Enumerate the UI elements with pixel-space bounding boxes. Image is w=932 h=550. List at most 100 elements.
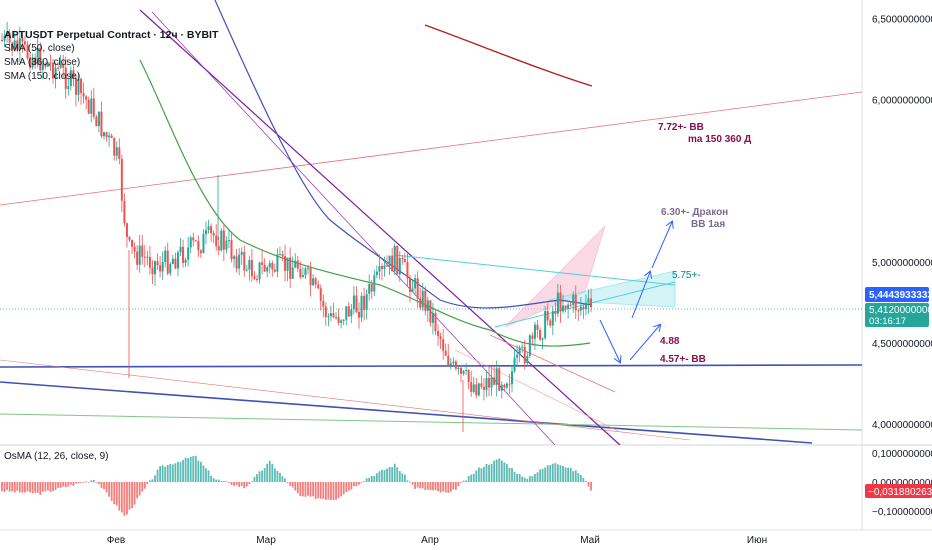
candle-body (222, 230, 225, 250)
osma-bar (442, 482, 445, 492)
osma-bar (253, 476, 256, 482)
osma-bar (579, 475, 582, 482)
candle-body (253, 276, 256, 280)
candle-body (54, 67, 57, 79)
osma-bar (3, 482, 6, 492)
candle-body (337, 316, 340, 323)
candle-body (567, 304, 570, 309)
candle-body (141, 245, 144, 257)
candle-body (523, 346, 526, 364)
candle-body (273, 269, 276, 272)
candle-body (284, 256, 287, 271)
legend-osma[interactable]: OsMA (12, 26, close, 9) (4, 451, 109, 462)
osma-bar (340, 482, 343, 497)
osma-bar (528, 476, 531, 482)
osma-bar (156, 469, 159, 482)
time-tick-label: Июн (747, 535, 767, 546)
osma-bar (409, 481, 411, 483)
projection-arrows (599, 222, 672, 362)
candle-body (115, 147, 118, 156)
time-tick-label: Май (580, 535, 600, 546)
osma-bar (289, 482, 292, 486)
legend-sma-50[interactable]: SMA (50, close) (4, 43, 75, 54)
osma-bar (587, 482, 590, 487)
candle-body (26, 44, 29, 59)
legend-sma-360[interactable]: SMA (360, close) (4, 57, 81, 68)
osma-bar (141, 482, 144, 492)
last-price-label: 5,4443933333 (869, 290, 932, 301)
osma-bar (212, 478, 215, 482)
candle-body (416, 278, 419, 299)
candle-body (360, 295, 363, 318)
osma-bar (169, 463, 172, 482)
candle-body (556, 292, 559, 314)
candle-body (59, 63, 62, 68)
candle-body (319, 288, 322, 301)
osma-bar (414, 482, 416, 489)
candle-body (192, 237, 195, 241)
osma-bar (235, 482, 238, 486)
candle-body (278, 254, 281, 256)
candle-body (87, 99, 90, 114)
osma-bar (95, 482, 98, 483)
osma-bar (424, 482, 427, 491)
cyan-target-band (547, 270, 676, 308)
osma-bar (460, 482, 462, 483)
candle-body (511, 371, 513, 385)
price-tick-label: 4,5000000000 (872, 339, 932, 350)
candle-body (365, 293, 368, 311)
candle-body (159, 265, 162, 272)
osma-bar (523, 477, 526, 482)
candle-body (457, 368, 460, 370)
candle-body (230, 240, 233, 260)
candle-body (103, 132, 105, 137)
candle-body (350, 309, 353, 317)
candle-body (128, 236, 131, 240)
osma-bar (136, 482, 139, 499)
candle-body (34, 57, 37, 65)
symbol-title[interactable]: APTUSDT Perpetual Contract · 12ч · BYBIT (4, 29, 219, 41)
indicator-legend: APTUSDT Perpetual Contract · 12ч · BYBIT… (4, 28, 218, 84)
candle-body (39, 47, 42, 71)
osma-bar (444, 482, 447, 493)
candle-body (74, 78, 77, 95)
price-tick-label: 5,0000000000 (872, 258, 932, 269)
osma-bar (429, 482, 432, 491)
candle-body (447, 355, 450, 365)
osma-bar (49, 482, 52, 492)
candle-body (396, 245, 399, 275)
candle-body (154, 261, 156, 275)
time-axis: Фев Мар Апр Май Июн (107, 535, 767, 546)
candle-body (95, 116, 98, 127)
candle-body (493, 377, 496, 385)
osma-bar (6, 482, 8, 490)
osma-bar (263, 468, 266, 482)
candle-body (289, 257, 292, 279)
osma-bar (307, 482, 309, 496)
osma-bar (472, 473, 475, 482)
candle-body (90, 98, 93, 114)
candle-body (465, 370, 468, 372)
candle-body (424, 290, 427, 311)
osma-bar (207, 470, 210, 482)
candle-body (118, 147, 121, 159)
candle-body (125, 223, 128, 237)
candle-body (46, 62, 49, 67)
osma-bar (54, 482, 57, 491)
osma-bar (452, 482, 455, 490)
candle-body (429, 300, 432, 323)
legend-sma-150[interactable]: SMA (150, close) (4, 71, 81, 82)
osma-bar (355, 482, 358, 487)
candle-body (207, 226, 210, 231)
osma-bar (549, 465, 552, 482)
osma-bar (1, 482, 3, 492)
candle-body (460, 368, 462, 374)
osma-bar (475, 470, 478, 482)
candle-body (467, 370, 470, 383)
close-price-badge (865, 303, 929, 327)
candle-body (6, 32, 9, 36)
osma-bar (567, 467, 569, 482)
osma-bar (447, 482, 450, 493)
osma-bar (559, 465, 562, 482)
